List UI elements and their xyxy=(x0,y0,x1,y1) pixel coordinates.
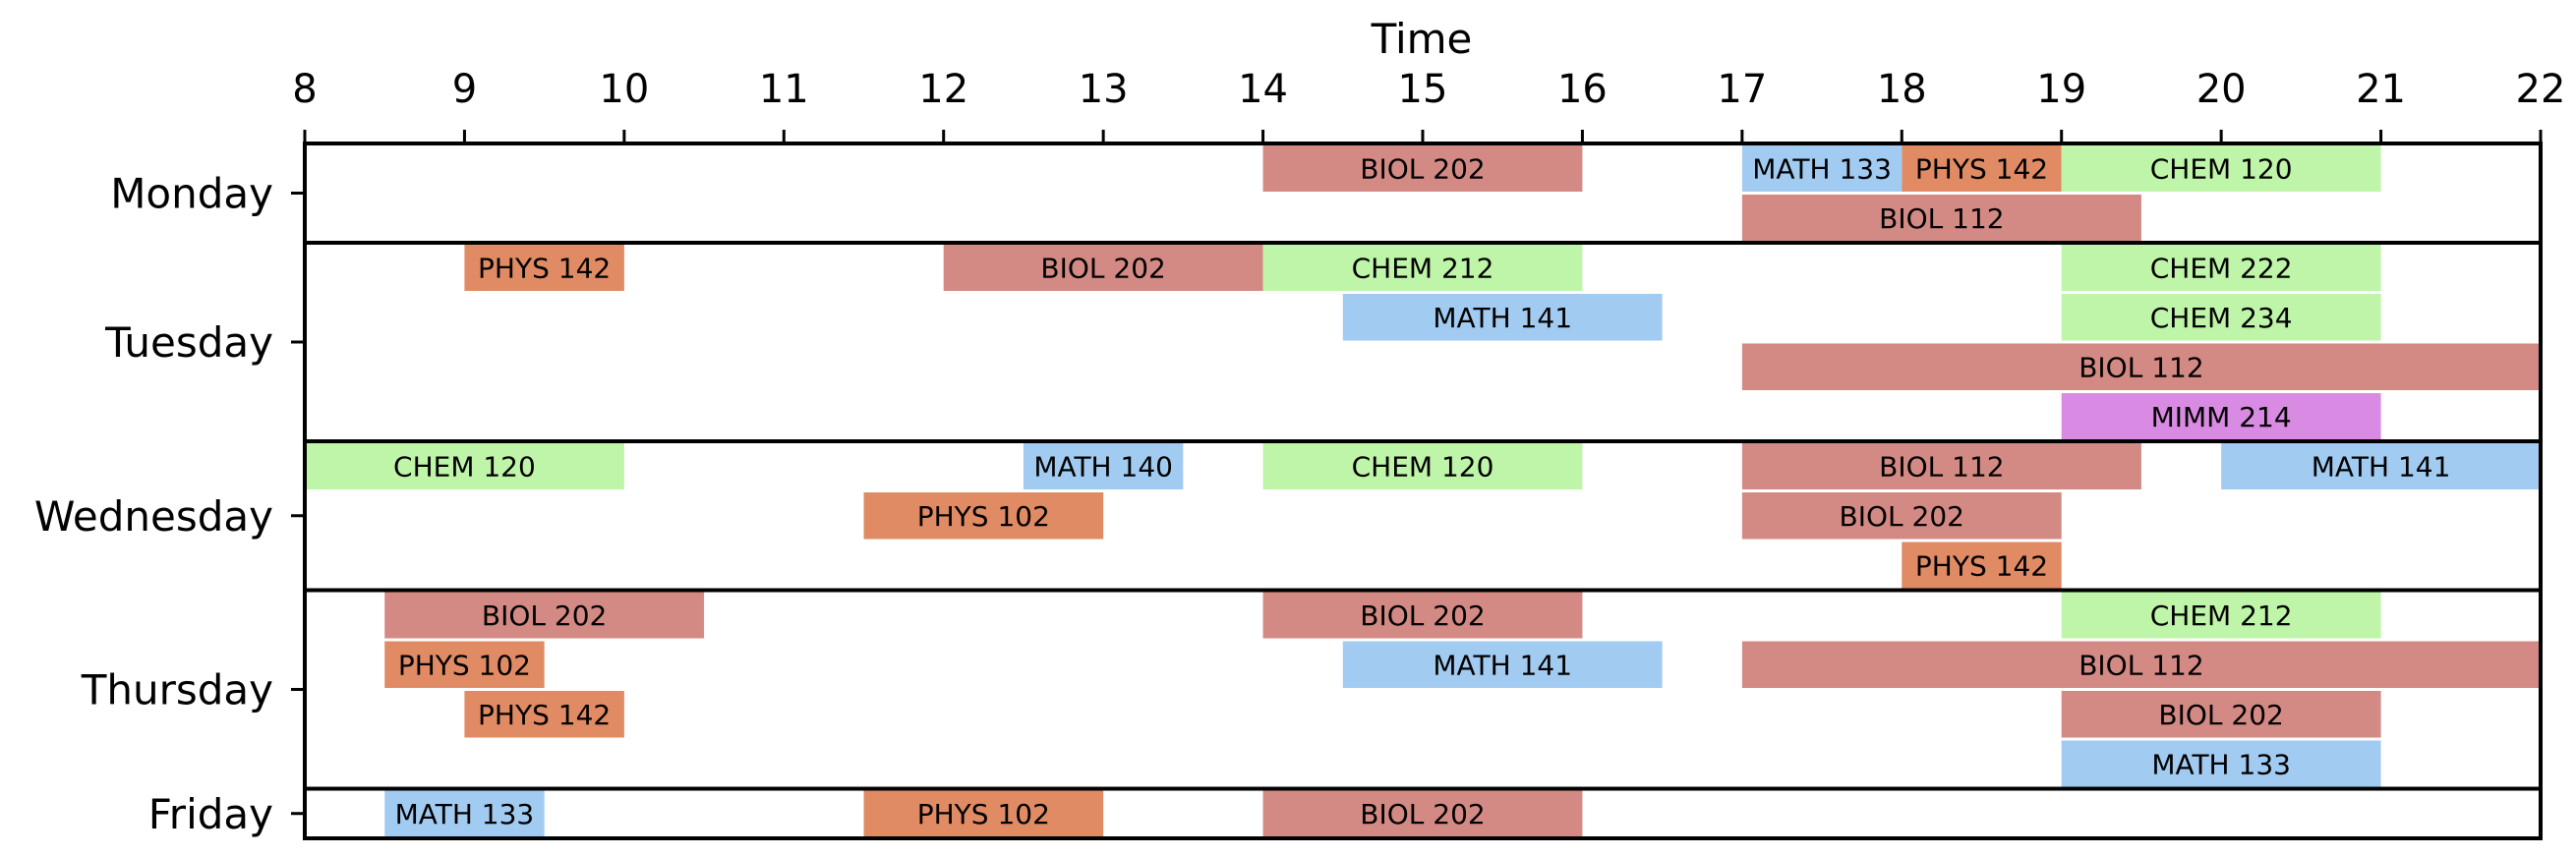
event-label: MATH 140 xyxy=(1033,450,1173,483)
event-label: PHYS 102 xyxy=(917,798,1050,830)
event-bar xyxy=(1262,592,1583,639)
x-tick-label: 11 xyxy=(759,67,809,112)
x-tick-label: 10 xyxy=(599,67,649,112)
event-bar xyxy=(384,790,545,837)
event-label: PHYS 102 xyxy=(398,649,531,681)
event-bar xyxy=(943,244,1263,291)
day-band-frame xyxy=(303,786,2543,840)
x-tick-label: 15 xyxy=(1398,67,1448,112)
event-label: CHEM 222 xyxy=(2150,252,2293,284)
event-label: MATH 133 xyxy=(1752,152,1892,185)
event-bar xyxy=(2061,294,2381,341)
event-label: MATH 141 xyxy=(2312,450,2451,483)
x-tick-label: 20 xyxy=(2196,67,2247,112)
event-bar xyxy=(863,790,1104,837)
event-bar xyxy=(1741,195,2141,242)
event-label: CHEM 120 xyxy=(1352,450,1494,483)
day-label: Friday xyxy=(148,790,273,838)
event-bar xyxy=(1741,641,2541,688)
event-label: BIOL 202 xyxy=(1840,500,1964,533)
event-label: BIOL 202 xyxy=(1360,600,1485,632)
event-bar xyxy=(1262,442,1583,489)
event-bar xyxy=(2061,691,2381,738)
event-label: CHEM 212 xyxy=(1352,252,1494,284)
x-tick-label: 14 xyxy=(1238,67,1288,112)
event-bar xyxy=(2061,393,2381,440)
x-tick-label: 8 xyxy=(292,67,317,112)
x-axis-title: Time xyxy=(1371,15,1473,63)
event-bar xyxy=(384,592,705,639)
event-label: BIOL 202 xyxy=(1360,152,1485,185)
event-label: MIMM 214 xyxy=(2151,401,2292,433)
event-bar xyxy=(1262,244,1583,291)
event-bar xyxy=(1902,144,2062,192)
event-label: MATH 141 xyxy=(1433,649,1572,681)
x-tick-label: 21 xyxy=(2356,67,2406,112)
x-tick-label: 13 xyxy=(1079,67,1129,112)
event-label: PHYS 142 xyxy=(478,699,611,731)
event-label: BIOL 112 xyxy=(2078,351,2203,383)
event-label: MATH 133 xyxy=(395,798,535,830)
event-label: CHEM 234 xyxy=(2150,302,2293,334)
event-bar xyxy=(2061,144,2381,192)
day-label: Tuesday xyxy=(104,318,273,367)
day-label: Monday xyxy=(110,170,273,218)
x-tick-label: 19 xyxy=(2036,67,2086,112)
day-label: Wednesday xyxy=(34,492,273,541)
x-tick-label: 12 xyxy=(918,67,968,112)
event-bars: BIOL 202 MATH 133 PHYS 142 CHEM 120 BIOL 112… xyxy=(305,144,2541,837)
event-bar xyxy=(1741,442,2141,489)
event-label: BIOL 112 xyxy=(2078,649,2203,681)
event-bar xyxy=(1342,641,1663,688)
event-label: BIOL 202 xyxy=(1360,798,1485,830)
event-label: BIOL 202 xyxy=(482,600,607,632)
day-label: Thursday xyxy=(81,666,273,714)
event-bar xyxy=(1741,144,1903,192)
event-label: BIOL 202 xyxy=(2158,699,2283,731)
event-bar xyxy=(1741,343,2541,390)
event-label: PHYS 142 xyxy=(1915,152,2048,185)
event-label: PHYS 102 xyxy=(917,500,1050,533)
event-bar xyxy=(1262,144,1583,192)
event-label: CHEM 120 xyxy=(393,450,536,483)
x-tick-label: 9 xyxy=(452,67,477,112)
day-bands xyxy=(303,142,2543,840)
x-axis-ticks: 8 9 10 11 12 13 14 15 16 17 18 19 20 21 22 xyxy=(292,67,2565,143)
event-label: CHEM 120 xyxy=(2150,152,2293,185)
event-label: MATH 141 xyxy=(1433,302,1572,334)
event-bar xyxy=(863,492,1104,540)
event-bar xyxy=(2061,244,2381,291)
event-label: BIOL 112 xyxy=(1879,450,2004,483)
event-bar xyxy=(1741,492,2062,540)
event-label: BIOL 202 xyxy=(1040,252,1165,284)
event-bar xyxy=(2221,442,2541,489)
event-label: MATH 133 xyxy=(2151,748,2291,780)
event-label: CHEM 212 xyxy=(2150,600,2293,632)
event-bar xyxy=(1023,442,1184,489)
event-bar xyxy=(305,442,624,489)
event-label: BIOL 112 xyxy=(1879,202,2004,235)
x-tick-label: 16 xyxy=(1557,67,1608,112)
event-bar xyxy=(464,691,624,738)
event-bar xyxy=(1902,542,2062,589)
event-bar xyxy=(1262,790,1583,837)
day-labels: Monday Tuesday Wednesday Thursday Friday xyxy=(34,170,305,838)
event-bar xyxy=(2061,740,2381,787)
event-label: PHYS 142 xyxy=(1915,549,2048,582)
x-tick-label: 22 xyxy=(2516,67,2566,112)
event-bar xyxy=(2061,592,2381,639)
event-bar xyxy=(384,641,545,688)
event-bar xyxy=(1342,294,1663,341)
event-label: PHYS 142 xyxy=(478,252,611,284)
event-bar xyxy=(464,244,624,291)
x-tick-label: 18 xyxy=(1877,67,1927,112)
x-tick-label: 17 xyxy=(1717,67,1767,112)
